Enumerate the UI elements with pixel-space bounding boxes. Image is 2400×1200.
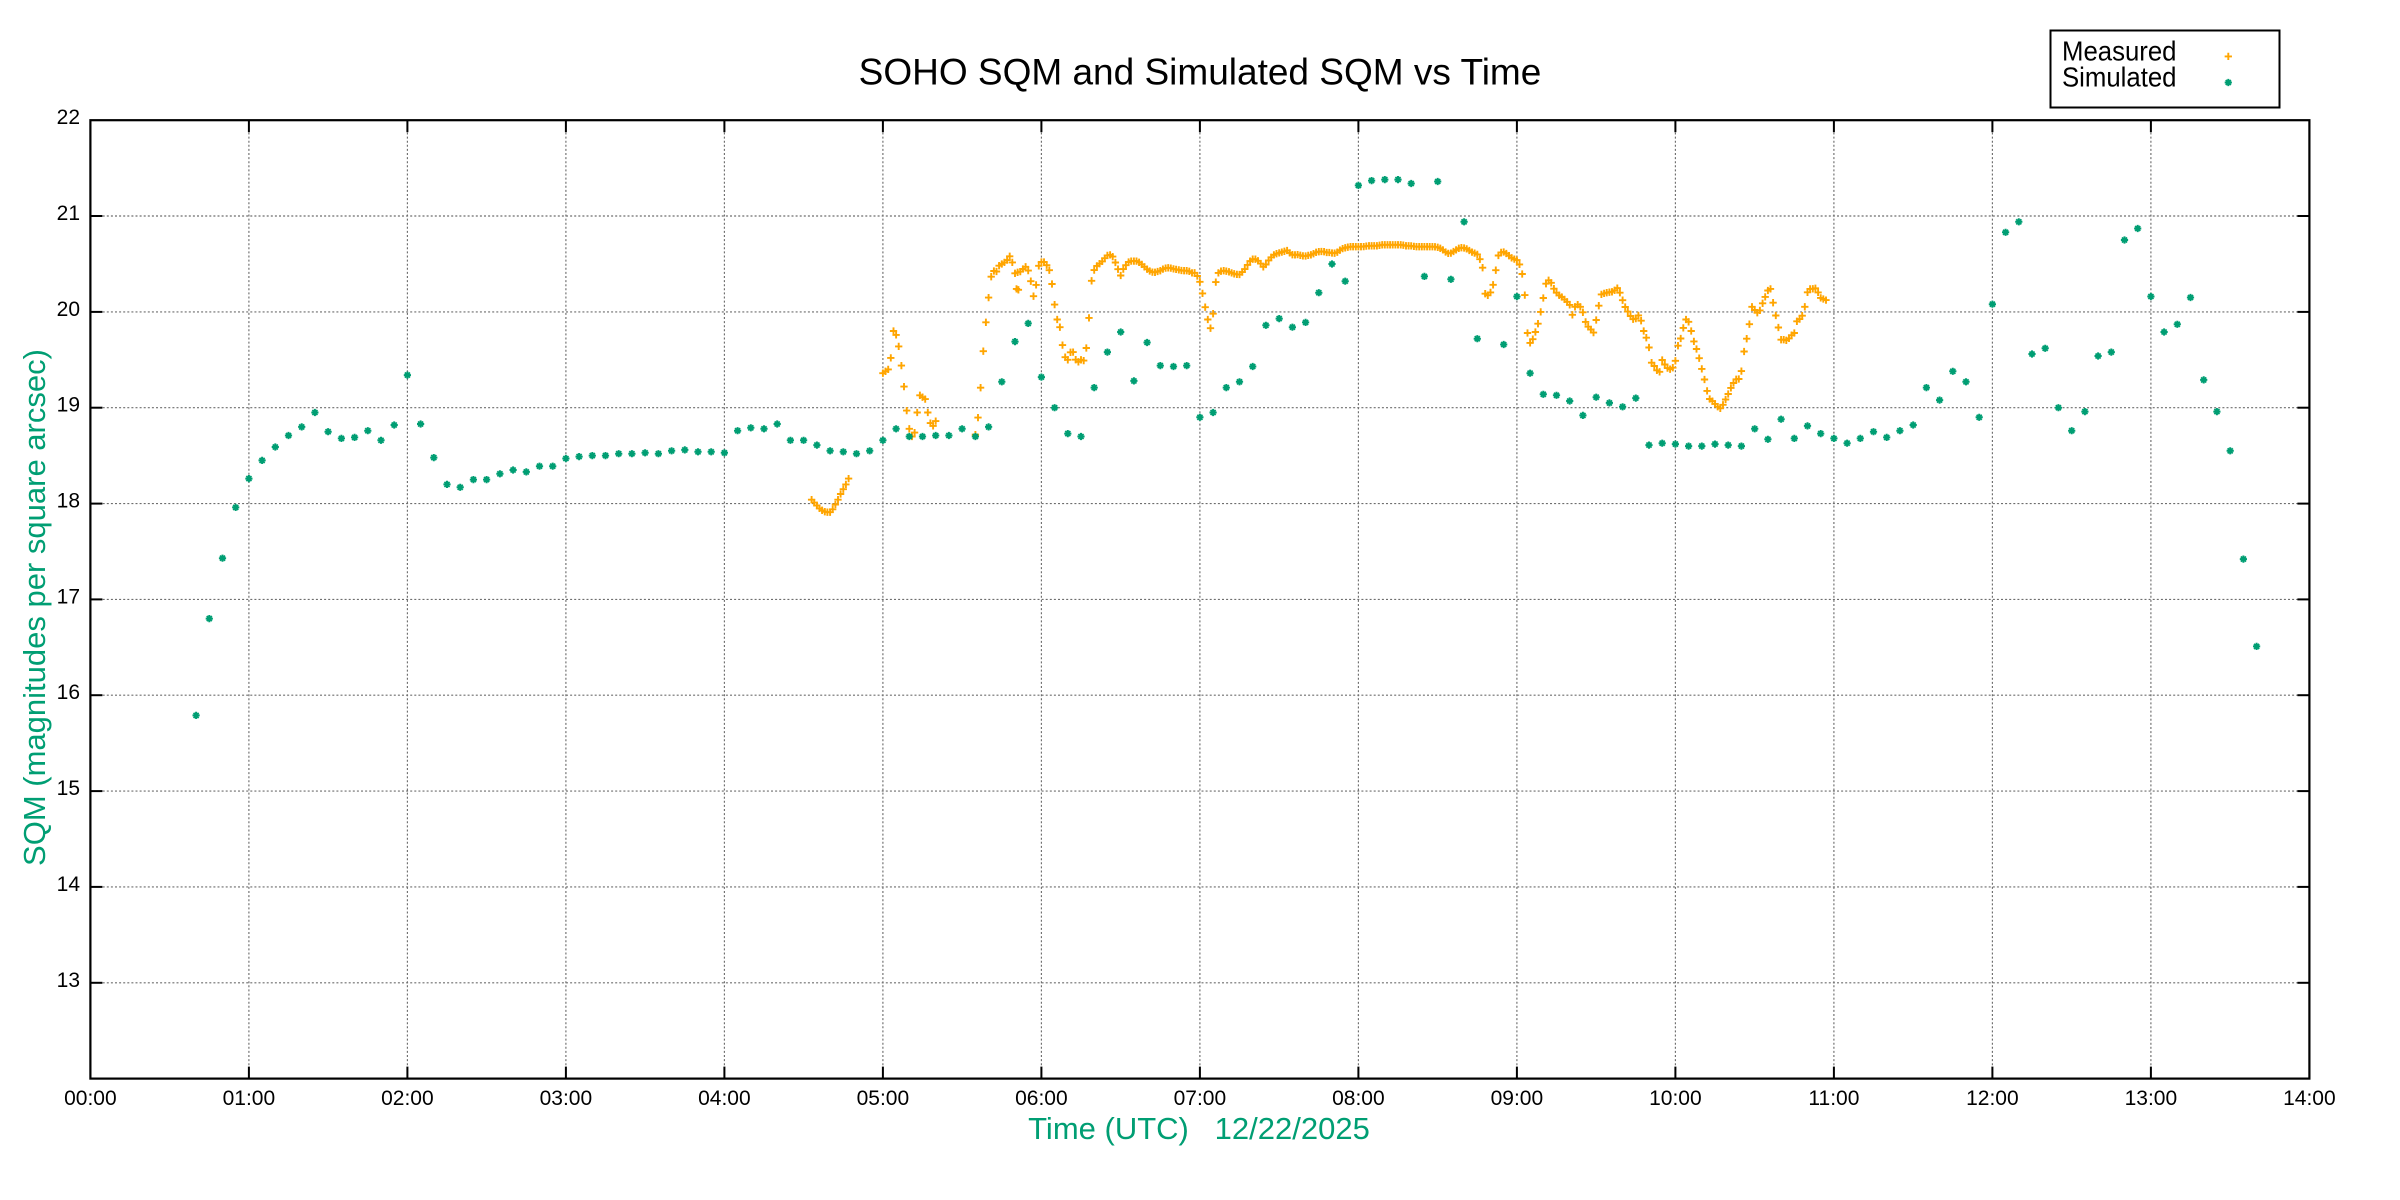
svg-text:19: 19 [57,394,80,417]
svg-text:06:00: 06:00 [1015,1087,1068,1110]
svg-text:Simulated: Simulated [2062,62,2177,93]
svg-text:17: 17 [57,585,80,608]
svg-text:13:00: 13:00 [2125,1087,2178,1110]
svg-text:03:00: 03:00 [540,1087,593,1110]
svg-text:04:00: 04:00 [698,1087,751,1110]
svg-text:08:00: 08:00 [1332,1087,1385,1110]
svg-text:11:00: 11:00 [1808,1087,1859,1110]
svg-text:15: 15 [57,777,80,800]
svg-text:18: 18 [57,490,80,513]
svg-text:21: 21 [57,202,80,225]
svg-text:12:00: 12:00 [1966,1087,2019,1110]
svg-text:14:00: 14:00 [2283,1087,2336,1110]
svg-text:22: 22 [57,106,80,129]
svg-text:00:00: 00:00 [64,1087,117,1110]
svg-text:10:00: 10:00 [1649,1087,1702,1110]
svg-text:01:00: 01:00 [223,1087,276,1110]
svg-text:02:00: 02:00 [381,1087,434,1110]
svg-text:07:00: 07:00 [1174,1087,1227,1110]
svg-text:Time (UTC) 12/22/2025: Time (UTC) 12/22/2025 [1028,1111,1370,1146]
svg-text:09:00: 09:00 [1491,1087,1544,1110]
svg-text:14: 14 [57,873,81,896]
svg-text:13: 13 [57,969,80,992]
svg-text:20: 20 [57,298,80,321]
svg-text:SOHO SQM and Simulated SQM vs: SOHO SQM and Simulated SQM vs Time [859,52,1542,93]
svg-text:SQM (magnitudes per square arc: SQM (magnitudes per square arcsec) [17,349,52,866]
svg-text:05:00: 05:00 [857,1087,910,1110]
svg-text:16: 16 [57,681,80,704]
svg-text:Measured: Measured [2062,36,2177,67]
